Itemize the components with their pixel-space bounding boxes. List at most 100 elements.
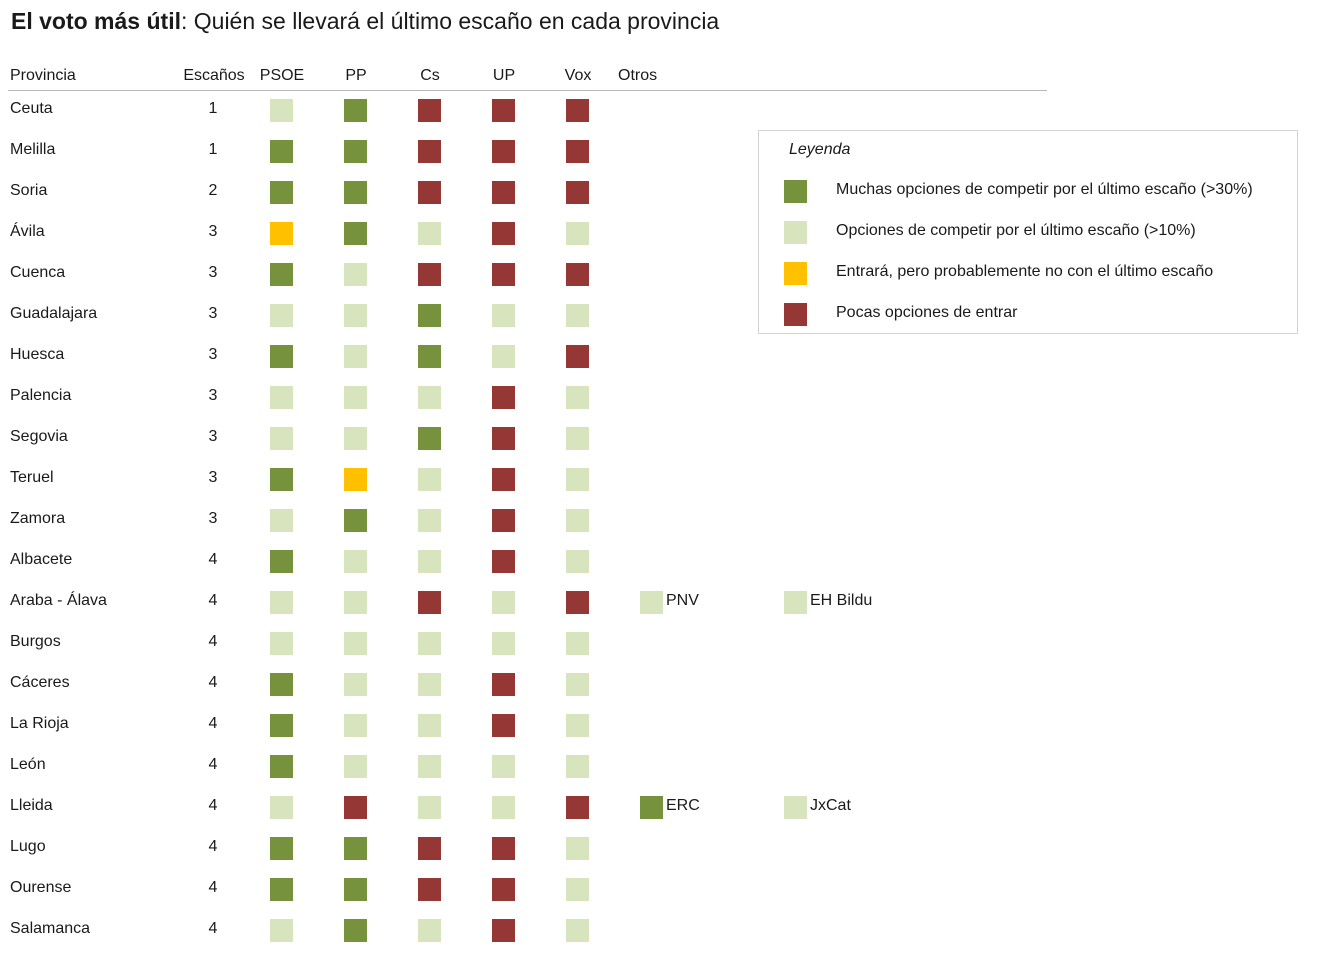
provincia-name: Lugo — [10, 838, 46, 855]
header-otros: Otros — [618, 67, 658, 84]
legend-item: Opciones de competir por el último escañ… — [759, 221, 1297, 245]
legend-text: Muchas opciones de competir por el últim… — [836, 181, 1253, 198]
provincia-name: Cáceres — [10, 674, 70, 691]
cell-cs — [418, 796, 441, 819]
header-vox: Vox — [564, 67, 592, 84]
table-row: Ceuta 1 — [0, 99, 1319, 140]
cell-vox — [566, 222, 589, 245]
cell-up — [492, 919, 515, 942]
cell-pp — [344, 222, 367, 245]
cell-pp — [344, 878, 367, 901]
provincia-name: Albacete — [10, 551, 73, 568]
escanos-count: 3 — [208, 469, 218, 486]
cell-cs — [418, 140, 441, 163]
cell-otros — [784, 591, 807, 614]
table-row: Ávila 3 — [0, 222, 1319, 263]
escanos-count: 3 — [208, 510, 218, 527]
cell-pp — [344, 550, 367, 573]
table-row: Guadalajara 3 — [0, 304, 1319, 345]
table-row: La Rioja 4 — [0, 714, 1319, 755]
table-row: Salamanca 4 — [0, 919, 1319, 960]
cell-up — [492, 140, 515, 163]
cell-cs — [418, 222, 441, 245]
cell-vox — [566, 591, 589, 614]
provincia-name: Ceuta — [10, 100, 53, 117]
cell-vox — [566, 181, 589, 204]
cell-up — [492, 591, 515, 614]
header-cs: Cs — [420, 67, 440, 84]
table-row: Zamora 3 — [0, 509, 1319, 550]
cell-vox — [566, 140, 589, 163]
legend-text: Entrará, pero probablemente no con el úl… — [836, 263, 1214, 280]
cell-pp — [344, 304, 367, 327]
cell-cs — [418, 837, 441, 860]
cell-pp — [344, 181, 367, 204]
cell-cs — [418, 714, 441, 737]
cell-pp — [344, 140, 367, 163]
legend-swatch — [784, 180, 807, 203]
cell-psoe — [270, 632, 293, 655]
table-row: Lleida 4 ERC JxCat — [0, 796, 1319, 837]
cell-up — [492, 468, 515, 491]
provincia-name: Zamora — [10, 510, 66, 527]
legend-item: Muchas opciones de competir por el últim… — [759, 180, 1297, 204]
cell-psoe — [270, 386, 293, 409]
cell-vox — [566, 714, 589, 737]
provincia-name: Burgos — [10, 633, 61, 650]
cell-pp — [344, 345, 367, 368]
provincia-name: Palencia — [10, 387, 72, 404]
cell-up — [492, 99, 515, 122]
cell-psoe — [270, 468, 293, 491]
cell-vox — [566, 468, 589, 491]
cell-up — [492, 755, 515, 778]
cell-cs — [418, 263, 441, 286]
cell-psoe — [270, 796, 293, 819]
cell-cs — [418, 427, 441, 450]
table-row: Burgos 4 — [0, 632, 1319, 673]
cell-cs — [418, 386, 441, 409]
cell-up — [492, 509, 515, 532]
provincia-name: Teruel — [10, 469, 54, 486]
cell-vox — [566, 386, 589, 409]
cell-psoe — [270, 878, 293, 901]
table-row: Palencia 3 — [0, 386, 1319, 427]
cell-up — [492, 386, 515, 409]
provincia-name: Huesca — [10, 346, 65, 363]
header-pp: PP — [345, 67, 367, 84]
provincia-name: Cuenca — [10, 264, 66, 281]
escanos-count: 1 — [208, 100, 218, 117]
cell-vox — [566, 837, 589, 860]
cell-cs — [418, 304, 441, 327]
cell-up — [492, 878, 515, 901]
provincia-name: Lleida — [10, 797, 53, 814]
cell-pp — [344, 714, 367, 737]
cell-otros — [640, 796, 663, 819]
provincia-name: León — [10, 756, 46, 773]
table-row: Cáceres 4 — [0, 673, 1319, 714]
escanos-count: 3 — [208, 346, 218, 363]
escanos-count: 4 — [208, 715, 218, 732]
legend-item: Pocas opciones de entrar — [759, 303, 1297, 327]
legend-swatch — [784, 262, 807, 285]
cell-psoe — [270, 263, 293, 286]
escanos-count: 2 — [208, 182, 218, 199]
escanos-count: 3 — [208, 428, 218, 445]
legend-text: Opciones de competir por el último escañ… — [836, 222, 1196, 239]
escanos-count: 3 — [208, 387, 218, 404]
legend-text: Pocas opciones de entrar — [836, 304, 1018, 321]
cell-otros — [784, 796, 807, 819]
cell-pp — [344, 796, 367, 819]
cell-vox — [566, 509, 589, 532]
table-row: Albacete 4 — [0, 550, 1319, 591]
escanos-count: 4 — [208, 756, 218, 773]
cell-cs — [418, 673, 441, 696]
cell-pp — [344, 509, 367, 532]
provincia-name: Salamanca — [10, 920, 91, 937]
cell-up — [492, 263, 515, 286]
table-row: Melilla 1 — [0, 140, 1319, 181]
cell-psoe — [270, 919, 293, 942]
legend-item: Entrará, pero probablemente no con el úl… — [759, 262, 1297, 286]
cell-cs — [418, 468, 441, 491]
table-row: Ourense 4 — [0, 878, 1319, 919]
cell-cs — [418, 755, 441, 778]
